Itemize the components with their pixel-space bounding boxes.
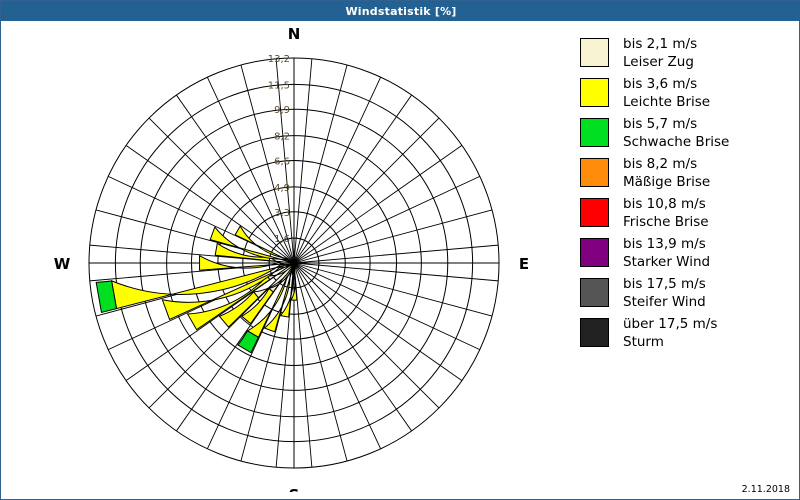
legend-beaufort-name: Mäßige Brise [623,173,711,190]
rose-petal-segment [110,263,283,310]
grid-spoke-9 [293,262,499,282]
legend-beaufort-name: Schwache Brise [623,133,730,150]
grid-spoke-8 [293,244,499,264]
legend-speed-range: bis 3,6 m/s [623,76,698,92]
wind-rose-svg: 1,6 3,3 4,9 6,6 8,2 9,9 11,5 13,2 N E S W [54,25,529,492]
legend-swatch-icon [580,278,609,307]
legend-speed-range: bis 13,9 m/s [623,236,706,252]
wind-rose-chart: 1,6 3,3 4,9 6,6 8,2 9,9 11,5 13,2 N E S W [2,22,562,492]
grid-spoke-0 [293,58,313,264]
grid-spoke-30 [125,145,295,264]
grid-spoke-11 [293,262,480,351]
radial-tick-label-3: 6,6 [274,157,290,168]
legend-item: über 17,5 m/s Sturm [580,316,795,351]
legend-item: bis 17,5 m/s Steifer Wind [580,276,795,311]
rose-petal-segment [209,226,287,262]
grid-spoke-13 [293,262,440,409]
legend-beaufort-name: Frische Brise [623,213,709,230]
legend-speed-range: bis 5,7 m/s [623,116,698,132]
legend-label: bis 2,1 m/s Leiser Zug [623,36,697,71]
compass-label-north: N [288,25,301,43]
legend-beaufort-name: Steifer Wind [623,293,706,310]
legend-label: bis 13,9 m/s Starker Wind [623,236,710,271]
legend-speed-range: über 17,5 m/s [623,316,718,332]
rose-petal-segment [234,225,289,261]
legend-item: bis 2,1 m/s Leiser Zug [580,36,795,71]
rose-petal-segment [218,291,260,328]
rose-petal-segment [161,265,282,321]
grid-spoke-1 [293,64,348,264]
grid-spoke-3 [293,94,412,264]
rose-petal-segment [263,270,293,333]
window-content: 1,6 3,3 4,9 6,6 8,2 9,9 11,5 13,2 N E S W bis 2,1 m… [2,22,798,498]
legend-item: bis 3,6 m/s Leichte Brise [580,76,795,111]
legend-beaufort-name: Leichte Brise [623,93,711,110]
compass-label-east: E [519,255,529,273]
legend-label: bis 8,2 m/s Mäßige Brise [623,156,710,191]
legend-swatch-icon [580,318,609,347]
legend-speed-range: bis 2,1 m/s [623,36,698,52]
legend-swatch-icon [580,118,609,147]
legend: bis 2,1 m/s Leiser Zug bis 3,6 m/s Leichte … [580,36,795,356]
grid-spoke-14 [293,262,412,432]
legend-swatch-icon [580,238,609,267]
legend-item: bis 5,7 m/s Schwache Brise [580,116,795,151]
radial-tick-label-1: 3,3 [274,208,290,219]
grid-spoke-5 [293,145,463,264]
axis-labels: 1,6 3,3 4,9 6,6 8,2 9,9 11,5 13,2 N E S W [54,25,529,492]
wind-rose-petals [95,225,298,354]
legend-swatch-icon [580,38,609,67]
legend-label: bis 3,6 m/s Leichte Brise [623,76,710,111]
legend-label: bis 5,7 m/s Schwache Brise [623,116,729,151]
rose-petal-segment [237,330,260,354]
grid-spoke-2 [293,77,382,264]
rose-petal-segment [214,242,271,262]
radial-tick-label-4: 8,2 [274,132,290,143]
legend-beaufort-name: Starker Wind [623,253,711,270]
grid-spoke-7 [293,209,493,264]
radial-tick-label-0: 1,6 [274,234,290,245]
legend-swatch-icon [580,158,609,187]
legend-speed-range: bis 17,5 m/s [623,276,706,292]
compass-label-south: S [289,486,300,492]
grid-spoke-32 [176,94,295,264]
grid-spoke-12 [293,262,463,381]
footer-date: 2.11.2018 [741,484,790,495]
legend-label: bis 17,5 m/s Steifer Wind [623,276,706,311]
grid-spoke-15 [293,262,382,449]
legend-speed-range: bis 10,8 m/s [623,196,706,212]
grid-spoke-10 [293,262,493,317]
radial-tick-label-5: 9,9 [274,105,290,116]
legend-speed-range: bis 8,2 m/s [623,156,698,172]
legend-beaufort-name: Sturm [623,333,664,350]
rose-petal-segment [279,269,294,318]
rose-petal-segment [199,254,281,271]
legend-label: über 17,5 m/s Sturm [623,316,717,351]
legend-beaufort-name: Leiser Zug [623,53,694,70]
grid-spoke-6 [293,175,480,264]
legend-item: bis 10,8 m/s Frische Brise [580,196,795,231]
compass-label-west: W [54,255,71,273]
legend-swatch-icon [580,78,609,107]
window-title: Windstatistik [%] [345,4,457,18]
grid-spoke-16 [293,262,348,462]
legend-item: bis 13,9 m/s Starker Wind [580,236,795,271]
rose-petal-segment [95,280,118,314]
grid-spoke-33 [206,77,295,264]
rose-petal-segment [240,287,274,325]
legend-label: bis 10,8 m/s Frische Brise [623,196,709,231]
legend-swatch-icon [580,198,609,227]
radial-tick-label-6: 11,5 [268,80,290,91]
grid-spoke-31 [148,117,295,264]
radial-tick-label-7: 13,2 [268,54,290,65]
grid-spoke-35 [275,58,295,264]
radial-tick-label-2: 4,9 [274,183,290,194]
grid-spoke-4 [293,117,440,264]
legend-item: bis 8,2 m/s Mäßige Brise [580,156,795,191]
window-titlebar: Windstatistik [%] [1,1,800,21]
grid-spoke-34 [240,64,295,264]
